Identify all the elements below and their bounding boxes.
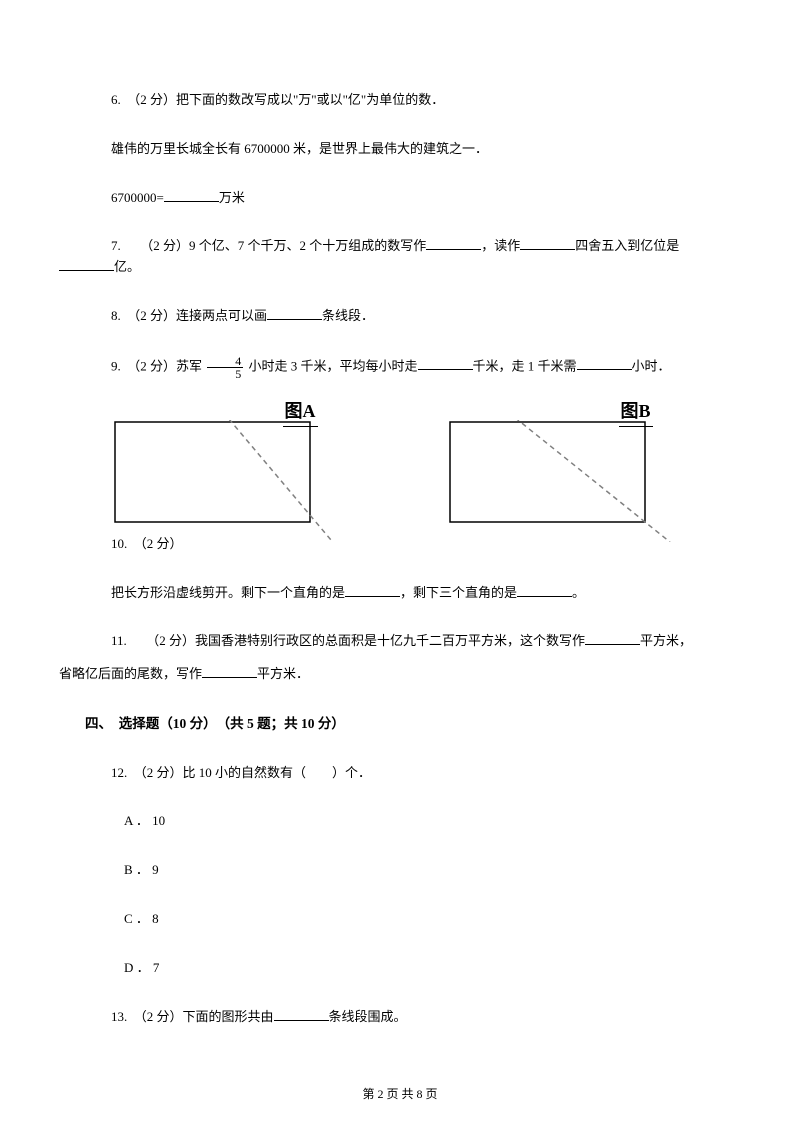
question-13: 13. （2 分）下面的图形共由 条线段围成。: [85, 1007, 715, 1028]
question-9: 9. （2 分）苏军 45 小时走 3 千米，平均每小时走 千米，走 1 千米需 小…: [85, 355, 715, 380]
blank: [345, 584, 400, 597]
question-6-line1: 6. （2 分）把下面的数改写成以"万"或以"亿"为单位的数．: [85, 90, 715, 111]
q9-b: 小时走 3 千米，平均每小时走: [245, 358, 417, 373]
figure-b: 图B: [448, 420, 673, 549]
frac-den: 5: [207, 368, 243, 380]
q11-d: 平方米．: [257, 666, 309, 681]
question-8: 8. （2 分）连接两点可以画 条线段．: [85, 306, 715, 327]
q6-text: 6. （2 分）把下面的数改写成以"万"或以"亿"为单位的数．: [111, 92, 444, 107]
q11-b: 平方米，: [640, 633, 692, 648]
blank: [517, 584, 572, 597]
q10-b: ，剩下三个直角的是: [400, 585, 517, 600]
section-4-header: 四、 选择题（10 分） （共 5 题；共 10 分）: [85, 713, 715, 735]
footer-text: 第 2 页 共 8 页: [362, 1087, 437, 1101]
question-6-line3: 6700000= 万米: [85, 188, 715, 209]
figure-b-label: 图B: [619, 397, 653, 427]
blank: [520, 237, 575, 250]
q8-a: 8. （2 分）连接两点可以画: [111, 308, 267, 323]
frac-num: 4: [207, 355, 243, 368]
q12-d: D ． 7: [124, 960, 159, 975]
q6-l3b: 万米: [219, 190, 245, 205]
blank: [585, 632, 640, 645]
q8-b: 条线段．: [322, 308, 374, 323]
q12-stem: 12. （2 分）比 10 小的自然数有（ ）个．: [111, 765, 371, 780]
blank: [274, 1008, 329, 1021]
blank: [418, 357, 473, 370]
q13-a: 13. （2 分）下面的图形共由: [111, 1009, 274, 1024]
q9-d: 小时．: [632, 358, 671, 373]
option-a: A ． 10: [85, 811, 715, 832]
q7-d: 亿。: [114, 259, 140, 274]
figure-a-svg: [113, 420, 338, 542]
section-4-text: 四、 选择题（10 分） （共 5 题；共 10 分）: [85, 716, 345, 731]
q9-a: 9. （2 分）苏军: [111, 358, 205, 373]
question-11: 11. （2 分）我国香港特别行政区的总面积是十亿九千二百万平方米，这个数写作平…: [85, 631, 715, 685]
option-b: B ． 9: [85, 860, 715, 881]
fraction-icon: 45: [207, 355, 243, 380]
figure-a: 图A: [113, 420, 338, 549]
question-10-figrow: 10. （2 分） 图A 图B: [85, 408, 715, 559]
q7-a: 7. （2 分）9 个亿、7 个千万、2 个十万组成的数写作: [111, 238, 426, 253]
question-10-text: 把长方形沿虚线剪开。剩下一个直角的是 ，剩下三个直角的是 。: [85, 583, 715, 604]
option-d: D ． 7: [85, 958, 715, 979]
q6-l3a: 6700000=: [111, 190, 164, 205]
figure-a-label: 图A: [283, 397, 318, 427]
q12-a: A ． 10: [124, 813, 165, 828]
q7-c: 四舍五入到亿位是: [575, 238, 679, 253]
blank: [577, 357, 632, 370]
q12-c: C ． 8: [124, 911, 159, 926]
q10-c: 。: [572, 585, 585, 600]
question-7: 7. （2 分）9 个亿、7 个千万、2 个十万组成的数写作 ，读作 四舍五入到亿位…: [85, 236, 715, 278]
question-12-stem: 12. （2 分）比 10 小的自然数有（ ）个．: [85, 763, 715, 784]
q12-b: B ． 9: [124, 862, 159, 877]
rect-b: [450, 422, 645, 522]
q6-l2: 雄伟的万里长城全长有 6700000 米，是世界上最伟大的建筑之一．: [111, 141, 488, 156]
q9-c: 千米，走 1 千米需: [473, 358, 577, 373]
option-c: C ． 8: [85, 909, 715, 930]
page-footer: 第 2 页 共 8 页: [0, 1085, 800, 1104]
q7-b: ，读作: [481, 238, 520, 253]
blank: [164, 189, 219, 202]
rect-a: [115, 422, 310, 522]
figures-container: 图A 图B: [113, 420, 673, 549]
blank: [426, 237, 481, 250]
q13-b: 条线段围成。: [329, 1009, 407, 1024]
q10-a: 把长方形沿虚线剪开。剩下一个直角的是: [111, 585, 345, 600]
question-6-line2: 雄伟的万里长城全长有 6700000 米，是世界上最伟大的建筑之一．: [85, 139, 715, 160]
blank: [59, 258, 114, 271]
blank: [267, 307, 322, 320]
q11-c: 省略亿后面的尾数，写作: [59, 666, 202, 681]
figure-b-svg: [448, 420, 673, 542]
blank: [202, 665, 257, 678]
q11-a: 11. （2 分）我国香港特别行政区的总面积是十亿九千二百万平方米，这个数写作: [111, 633, 585, 648]
